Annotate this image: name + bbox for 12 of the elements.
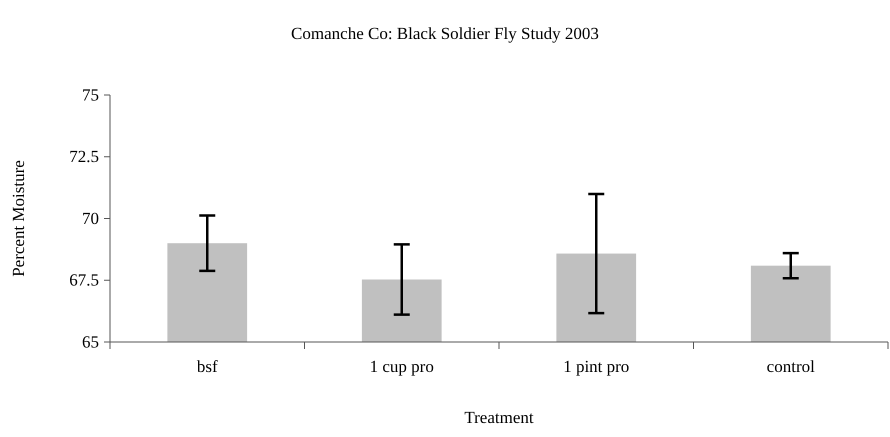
y-tick-label: 65: [82, 332, 99, 352]
y-axis-title: Percent Moisture: [9, 160, 28, 277]
x-axis-title: Treatment: [464, 408, 534, 427]
y-tick-label: 72.5: [69, 147, 99, 166]
chart-title: Comanche Co: Black Soldier Fly Study 2003: [291, 24, 599, 43]
y-tick-label: 75: [82, 85, 99, 104]
x-tick-label: bsf: [196, 357, 218, 376]
x-tick-label: control: [766, 357, 816, 376]
y-tick-label: 70: [82, 208, 99, 228]
x-tick-label: 1 pint pro: [563, 357, 630, 376]
y-tick-label: 67.5: [69, 270, 99, 290]
x-tick-label: 1 cup pro: [370, 357, 434, 376]
